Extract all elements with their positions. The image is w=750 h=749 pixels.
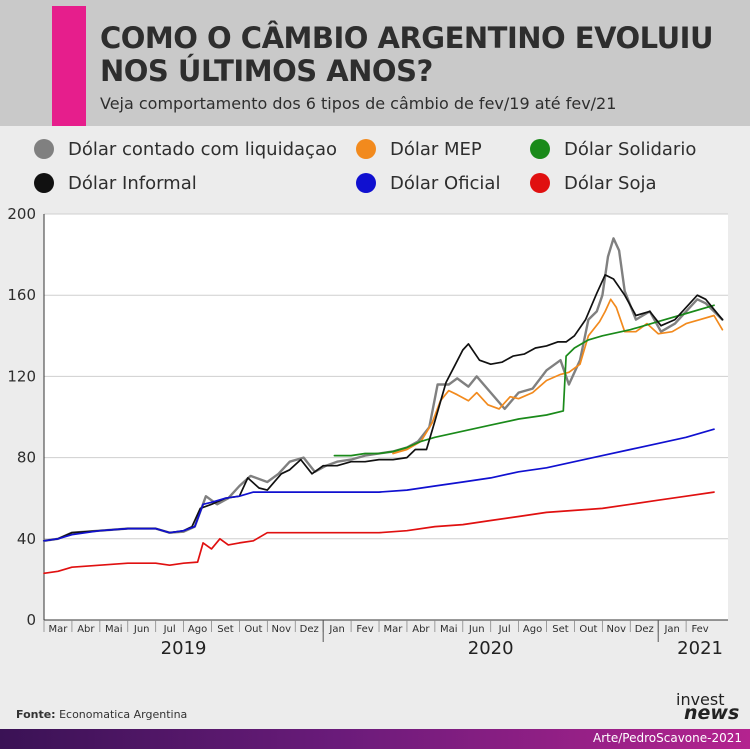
series-line-2 — [333, 304, 715, 457]
year-label-2021: 2021 — [677, 638, 723, 659]
month-label-0: Mar — [49, 624, 69, 635]
month-label-6: Set — [217, 624, 234, 635]
legend-dot-mep — [356, 139, 376, 159]
legend-dot-oficial — [356, 173, 376, 193]
y-tick-label-0: 0 — [26, 611, 36, 629]
legend-label-mep: Dólar MEP — [390, 138, 482, 160]
legend-label-solidario: Dólar Solidario — [564, 138, 697, 160]
series-line-4 — [43, 428, 715, 542]
month-label-23: Fev — [691, 624, 708, 635]
plot-area — [44, 214, 728, 620]
investnews-logo: invest news — [676, 690, 744, 724]
y-tick-label-120: 120 — [7, 367, 36, 385]
logo-text-invest: invest — [676, 690, 725, 709]
month-label-15: Jun — [468, 624, 485, 635]
y-tick-label-40: 40 — [17, 530, 36, 548]
chart-title-line-2: NOS ÚLTIMOS ANOS? — [100, 54, 433, 88]
month-label-16: Jul — [498, 624, 511, 635]
month-label-10: Jan — [328, 624, 344, 635]
chart-title-line-1: COMO O CÂMBIO ARGENTINO EVOLUIU — [100, 21, 714, 55]
month-label-13: Abr — [412, 624, 430, 635]
chart-title: COMO O CÂMBIO ARGENTINO EVOLUIU NOS ÚLTI… — [100, 21, 714, 88]
month-label-4: Jul — [163, 624, 176, 635]
series-line-0 — [42, 237, 724, 542]
source-note: Fonte: Economatica Argentina — [16, 708, 187, 721]
credit-text: Arte/PedroScavone-2021 — [593, 731, 742, 745]
header: COMO O CÂMBIO ARGENTINO EVOLUIU NOS ÚLTI… — [0, 0, 750, 126]
y-tick-label-160: 160 — [7, 286, 36, 304]
legend-item-soja: Dólar Soja — [530, 168, 657, 198]
month-label-5: Ago — [188, 624, 207, 635]
month-label-22: Jan — [663, 624, 679, 635]
line-chart: 0 40 80 120 160 200 Mar Abr Mai Jun Jul Ago Set Out No… — [7, 205, 728, 659]
footer-bar: Arte/PedroScavone-2021 — [0, 729, 750, 749]
month-label-12: Mar — [384, 624, 404, 635]
legend-item-solidario: Dólar Solidario — [530, 134, 696, 164]
source-label: Fonte: — [16, 708, 56, 721]
legend-label-soja: Dólar Soja — [564, 172, 657, 194]
legend-item-oficial: Dólar Oficial — [356, 168, 500, 198]
month-label-7: Out — [244, 624, 262, 635]
series-line-5 — [43, 491, 715, 575]
legend-label-oficial: Dólar Oficial — [390, 172, 501, 194]
month-label-14: Mai — [440, 624, 458, 635]
month-label-3: Jun — [133, 624, 150, 635]
month-label-9: Dez — [300, 624, 319, 635]
logo-text-news: news — [684, 702, 740, 724]
y-tick-label-80: 80 — [17, 449, 36, 467]
legend-dot-informal — [34, 173, 54, 193]
legend-item-mep: Dólar MEP — [356, 134, 482, 164]
y-tick-label-200: 200 — [7, 205, 36, 223]
month-label-18: Set — [552, 624, 569, 635]
month-label-11: Fev — [356, 624, 373, 635]
source-text: Economatica Argentina — [59, 708, 188, 721]
legend-dot-solidario — [530, 139, 550, 159]
legend-dot-ccl — [34, 139, 54, 159]
chart-subtitle: Veja comportamento dos 6 tipos de câmbio… — [100, 94, 617, 113]
month-label-1: Abr — [77, 624, 95, 635]
month-label-2: Mai — [105, 624, 123, 635]
month-label-8: Nov — [272, 624, 292, 635]
series-line-3 — [43, 274, 724, 542]
legend-dot-soja — [530, 173, 550, 193]
month-label-17: Ago — [523, 624, 542, 635]
month-label-21: Dez — [635, 624, 654, 635]
month-label-19: Out — [579, 624, 597, 635]
legend-label-informal: Dólar Informal — [68, 172, 197, 194]
chart-legend: Dólar contado com liquidaçao Dólar MEP D… — [0, 134, 750, 204]
year-label-2020: 2020 — [468, 638, 514, 659]
legend-item-ccl: Dólar contado com liquidaçao — [34, 134, 337, 164]
year-label-2019: 2019 — [161, 638, 207, 659]
legend-item-informal: Dólar Informal — [34, 168, 197, 198]
legend-label-ccl: Dólar contado com liquidaçao — [68, 138, 337, 160]
accent-bar — [52, 6, 86, 126]
month-label-20: Nov — [607, 624, 627, 635]
